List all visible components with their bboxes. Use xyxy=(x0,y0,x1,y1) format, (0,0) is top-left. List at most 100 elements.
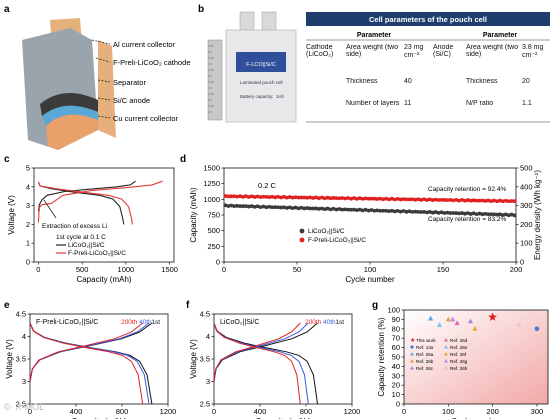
row-value-1: 11 xyxy=(404,100,411,107)
data-point xyxy=(258,205,263,210)
data-point xyxy=(425,198,429,202)
x-tick-label: 800 xyxy=(116,407,129,416)
data-point xyxy=(506,199,511,204)
chart-f: 0 400 800 1200 2.5 3 3.5 4 4.5 Capacity (mAh) Volt… xyxy=(189,310,360,419)
data-point xyxy=(252,204,257,209)
y-tick-label: 10 xyxy=(392,390,400,399)
y-tick-label: 3.5 xyxy=(16,355,26,364)
legend-entry: Ref. 26e xyxy=(450,345,468,350)
data-point xyxy=(439,197,444,202)
data-point xyxy=(416,197,421,202)
row-param-1: Thickness xyxy=(346,78,378,85)
cell-label-4: 1Ah xyxy=(276,94,285,99)
y-tick-label: 5 xyxy=(26,164,30,173)
data-point xyxy=(416,210,421,214)
panel-e-label: e xyxy=(4,300,10,311)
x-tick-label: 1500 xyxy=(161,265,178,274)
x-axis-label: Capacity (mAh) xyxy=(255,417,310,419)
pouch-photo: F-LCO||Si/C Laminated pouch cell Battery… xyxy=(225,11,297,123)
data-point xyxy=(465,198,470,202)
y-tick-label: 3.5 xyxy=(200,355,210,364)
y-tick-label: 0 xyxy=(216,258,220,267)
x-tick-label: 1200 xyxy=(344,407,361,416)
legend-marker xyxy=(410,359,414,363)
data-point xyxy=(413,209,418,214)
panel-b-label: b xyxy=(198,4,204,15)
chart-title: 0.2 C xyxy=(258,181,277,190)
data-point xyxy=(486,212,491,217)
data-point xyxy=(480,198,485,203)
y-tick-label: 3 xyxy=(26,201,30,210)
row-value-1: 40 xyxy=(404,78,412,85)
data-point xyxy=(363,207,368,212)
data-point xyxy=(460,198,464,202)
data-point xyxy=(372,208,377,213)
data-point xyxy=(284,205,289,210)
data-point xyxy=(308,206,313,211)
data-point xyxy=(474,198,479,203)
legend-entry: F-Preli-LiCoO₂||Si/C xyxy=(308,237,366,244)
cycle-label: 40th xyxy=(139,319,152,326)
charge-curve xyxy=(37,180,163,223)
data-point xyxy=(471,211,476,216)
data-point xyxy=(226,204,231,208)
y-axis-label: Capacity (mAh) xyxy=(189,187,198,242)
data-point xyxy=(384,196,388,201)
data-point xyxy=(366,196,371,201)
data-point xyxy=(270,205,275,210)
plot-frame xyxy=(33,167,175,263)
data-point xyxy=(465,211,470,216)
chart-d: 0 50 100 150 2000250500750100012501500Cycle … xyxy=(189,164,542,285)
header-param-2: Parameter xyxy=(483,32,518,39)
data-point xyxy=(534,326,540,332)
data-point xyxy=(436,211,441,215)
data-point xyxy=(433,210,438,214)
data-point xyxy=(267,195,272,199)
cycle-label: 1st xyxy=(335,319,344,326)
x-tick-label: 50 xyxy=(293,265,301,274)
data-point xyxy=(337,196,342,201)
data-point xyxy=(404,209,409,214)
y-tick-label: 2.5 xyxy=(200,400,210,409)
legend-entry: Ref. 13a xyxy=(416,345,434,350)
discharge-curve xyxy=(29,322,144,405)
data-point xyxy=(442,211,447,215)
data-point xyxy=(349,196,353,201)
plot-frame xyxy=(403,309,549,405)
data-point xyxy=(296,195,301,200)
y-tick-label: 500 xyxy=(207,226,220,235)
data-point xyxy=(472,326,478,331)
data-point xyxy=(500,199,505,204)
legend-entry: Ref. 26d xyxy=(450,338,468,343)
x-tick-label: 0 xyxy=(28,407,32,416)
data-point xyxy=(445,210,450,215)
data-point xyxy=(241,204,245,209)
data-point xyxy=(238,194,242,199)
y-tick-label: 0 xyxy=(396,400,400,409)
data-point xyxy=(357,196,362,201)
data-point xyxy=(430,198,435,202)
data-point xyxy=(509,199,514,203)
data-point xyxy=(354,196,359,201)
ruler xyxy=(207,39,223,121)
y-tick-label: 2.5 xyxy=(16,400,26,409)
data-point xyxy=(495,212,499,217)
panel-a: a Al current collector F-Preli-LiCoO₂ ca… xyxy=(4,4,191,150)
legend-entry: Ref. 26c xyxy=(416,366,434,371)
data-point xyxy=(480,212,485,217)
data-point xyxy=(442,198,447,202)
y-tick-label: 1500 xyxy=(203,164,220,173)
annotation-arrow xyxy=(43,199,57,219)
data-point xyxy=(328,196,333,201)
data-point xyxy=(249,194,254,199)
watermark: © X-MOL xyxy=(4,402,45,412)
data-point xyxy=(401,197,406,202)
data-point xyxy=(232,194,237,199)
data-point xyxy=(357,207,362,212)
y-tick-label: 0 xyxy=(26,258,30,267)
y-tick-label: 60 xyxy=(392,343,400,352)
chart-e: 0 400 800 1200 2.5 3 3.5 4 4.5 Capacity (mAh) Volt… xyxy=(5,310,176,419)
data-point xyxy=(410,197,415,202)
data-point xyxy=(261,204,266,209)
data-point xyxy=(279,195,283,200)
